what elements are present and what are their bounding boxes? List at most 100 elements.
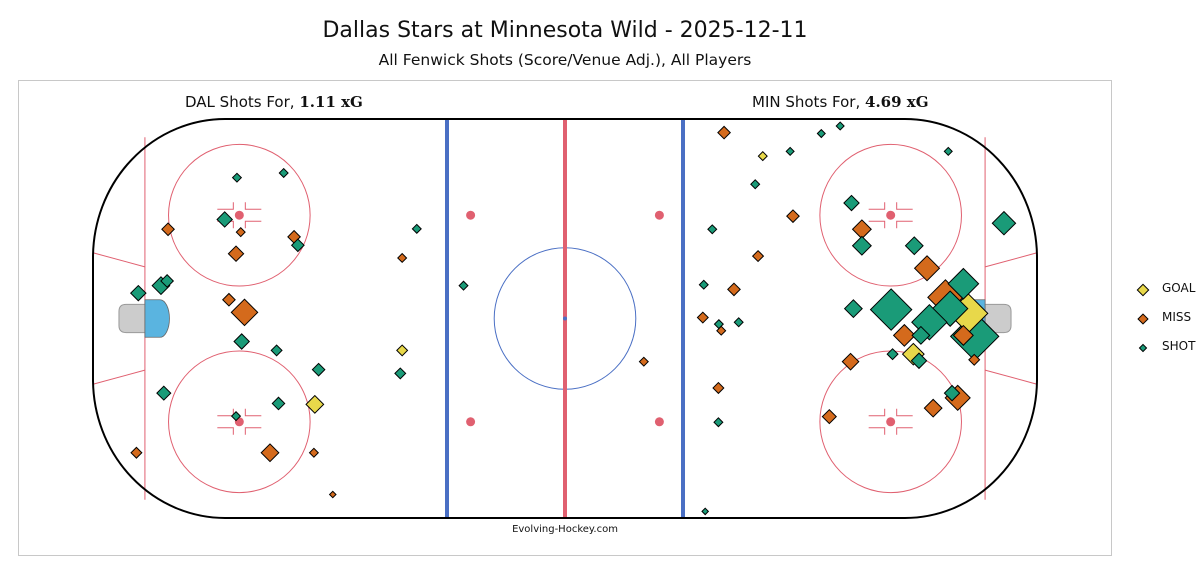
neutral-dot-0 bbox=[466, 210, 476, 220]
shot-mark-min-miss bbox=[716, 325, 727, 336]
hash-mark-1 bbox=[244, 427, 262, 435]
chart-subtitle: All Fenwick Shots (Score/Venue Adj.), Al… bbox=[378, 51, 752, 69]
shot-mark-min-miss bbox=[841, 352, 860, 371]
hash-mark-0 bbox=[217, 202, 234, 210]
shot-mark-min-miss bbox=[717, 125, 731, 140]
shot-mark-min-shot bbox=[785, 146, 795, 157]
shot-mark-min-miss bbox=[727, 282, 741, 297]
shot-mark-dal-shot bbox=[411, 223, 422, 234]
shot-mark-min-shot bbox=[816, 128, 826, 139]
shot-mark-dal-miss bbox=[328, 490, 337, 499]
shot-mark-min-shot bbox=[911, 325, 931, 345]
shot-mark-dal-miss bbox=[161, 222, 175, 237]
dal-label-prefix: DAL Shots For, bbox=[185, 93, 295, 111]
shot-mark-min-shot bbox=[707, 224, 718, 235]
shot-mark-dal-shot bbox=[230, 411, 242, 422]
faceoff-circle-0 bbox=[168, 143, 311, 287]
shot-mark-dal-miss bbox=[397, 252, 408, 264]
shot-mark-dal-shot bbox=[394, 367, 407, 380]
shot-mark-dal-shot bbox=[216, 211, 234, 228]
shot-mark-dal-goal bbox=[305, 394, 325, 414]
shot-mark-min-miss bbox=[821, 408, 837, 425]
hash-mark-3 bbox=[896, 427, 913, 435]
faceoff-dot-3 bbox=[886, 417, 896, 427]
shot-mark-dal-goal bbox=[396, 344, 409, 357]
shot-mark-dal-shot bbox=[311, 362, 326, 377]
shot-mark-dal-miss bbox=[130, 446, 143, 459]
shot-mark-min-miss bbox=[786, 209, 800, 224]
shot-mark-min-shot bbox=[910, 352, 928, 370]
shot-mark-min-shot bbox=[943, 146, 953, 157]
shot-marks bbox=[129, 121, 1017, 516]
dal-xg-value: 1.11 xG bbox=[299, 93, 363, 111]
shot-mark-dal-shot bbox=[156, 385, 172, 401]
neutral-dot-2 bbox=[654, 210, 664, 220]
min-shots-label: MIN Shots For, 4.69 xG bbox=[752, 93, 929, 111]
hash-mark-1 bbox=[244, 408, 262, 417]
dal-shots-label: DAL Shots For, 1.11 xG bbox=[185, 93, 363, 111]
shot-mark-dal-miss bbox=[260, 443, 280, 463]
shot-mark-min-miss bbox=[968, 353, 981, 366]
shot-mark-min-shot bbox=[869, 288, 913, 331]
min-xg-value: 4.69 xG bbox=[865, 93, 929, 111]
shot-mark-dal-shot bbox=[458, 280, 469, 291]
hash-mark-2 bbox=[896, 220, 913, 229]
min-label-prefix: MIN Shots For, bbox=[752, 93, 861, 111]
legend-goal-label: GOAL bbox=[1162, 281, 1196, 295]
shot-mark-dal-shot bbox=[271, 396, 286, 411]
hash-mark-2 bbox=[868, 220, 886, 229]
crease-left bbox=[144, 299, 170, 338]
faceoff-dot-2 bbox=[886, 210, 896, 220]
chart-title: Dallas Stars at Minnesota Wild - 2025-12… bbox=[322, 18, 808, 43]
faceoff-dot-0 bbox=[234, 210, 244, 220]
rink-boards bbox=[92, 118, 1038, 519]
shot-mark-min-shot bbox=[750, 179, 761, 190]
shot-mark-min-miss bbox=[696, 311, 709, 324]
shot-mark-min-shot bbox=[851, 235, 872, 256]
shot-mark-min-shot bbox=[713, 417, 724, 428]
trapezoid-top-right bbox=[984, 252, 1038, 268]
center-dot bbox=[563, 316, 567, 321]
shot-mark-min-shot bbox=[843, 299, 863, 319]
shot-mark-dal-shot bbox=[231, 172, 243, 183]
faceoff-circle-1 bbox=[168, 350, 311, 494]
legend-miss-icon bbox=[1137, 313, 1149, 325]
shot-mark-dal-miss bbox=[230, 298, 259, 327]
shot-mark-min-miss bbox=[952, 324, 974, 346]
net-right bbox=[984, 303, 1012, 334]
shot-mark-min-miss bbox=[851, 219, 872, 240]
trapezoid-top-left bbox=[92, 252, 146, 268]
shot-mark-dal-shot bbox=[290, 238, 305, 253]
faceoff-circle-2 bbox=[819, 143, 962, 287]
hash-mark-3 bbox=[868, 427, 886, 435]
plot-panel bbox=[18, 80, 1112, 556]
shot-mark-dal-shot bbox=[160, 274, 175, 288]
shot-mark-min-miss bbox=[638, 356, 649, 367]
shot-mark-dal-miss bbox=[308, 447, 320, 458]
hash-mark-3 bbox=[896, 408, 913, 417]
shot-mark-min-miss bbox=[892, 323, 916, 347]
shot-mark-min-shot bbox=[698, 279, 709, 290]
net-left bbox=[118, 303, 146, 334]
shot-mark-min-shot bbox=[943, 384, 961, 402]
shot-mark-dal-shot bbox=[270, 344, 283, 357]
shot-mark-dal-shot bbox=[129, 284, 147, 302]
shot-mark-min-shot bbox=[843, 194, 860, 212]
rink-markings bbox=[92, 118, 1038, 519]
shot-mark-min-shot bbox=[733, 317, 744, 328]
credit-text: Evolving-Hockey.com bbox=[512, 524, 618, 535]
hash-mark-2 bbox=[868, 202, 886, 210]
trapezoid-bottom-left bbox=[92, 369, 146, 385]
neutral-dot-3 bbox=[654, 417, 664, 427]
hash-mark-3 bbox=[868, 408, 886, 417]
shot-mark-min-shot bbox=[835, 121, 845, 131]
shot-mark-min-shot bbox=[991, 210, 1017, 236]
shot-mark-min-miss bbox=[751, 249, 765, 263]
hash-mark-0 bbox=[244, 202, 262, 210]
shot-mark-min-shot bbox=[947, 267, 980, 300]
shot-mark-min-shot bbox=[904, 236, 924, 256]
shot-mark-min-miss bbox=[923, 398, 943, 418]
shot-mark-min-miss bbox=[913, 255, 941, 282]
legend-miss-label: MISS bbox=[1162, 310, 1192, 324]
shot-mark-dal-shot bbox=[233, 333, 251, 350]
